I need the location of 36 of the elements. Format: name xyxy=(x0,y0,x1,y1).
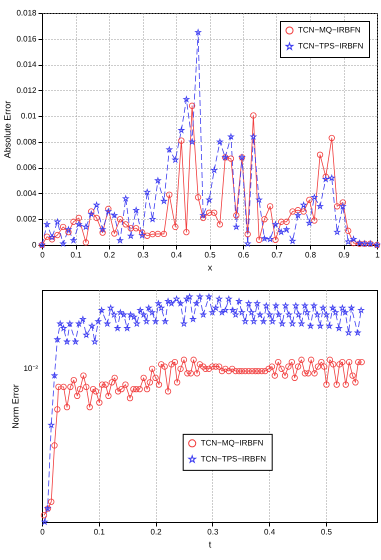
legend-label: TCN−MQ−IRBFN xyxy=(298,26,361,34)
y-tick-label: 0.006 xyxy=(16,163,38,172)
y-axis-title: Absolute Error xyxy=(2,100,12,158)
text: 10⁻² xyxy=(23,364,38,373)
x-tick-label: 0.5 xyxy=(320,528,333,536)
x-tick-label: 0.7 xyxy=(271,250,284,260)
x-tick-label: 0.8 xyxy=(304,250,317,260)
x-tick-label: 0.4 xyxy=(170,250,183,260)
legend-label: TCN−MQ−IRBFN xyxy=(200,438,264,448)
x-tick-label: 0.3 xyxy=(137,250,150,260)
x-tick-label: 0.2 xyxy=(150,528,162,536)
y-tick-label: 0.014 xyxy=(16,60,38,70)
x-tick-label: 0.2 xyxy=(104,250,116,260)
x-axis-title: t xyxy=(208,540,212,550)
y-tick-label: 0.012 xyxy=(16,86,38,95)
y-tick-label: 0.002 xyxy=(16,214,38,224)
x-tick-label: 0.6 xyxy=(238,250,250,260)
legend-label: TCN−TPS−IRBFN xyxy=(200,454,266,464)
legend-label: TCN−TPS−IRBFN xyxy=(298,42,364,50)
y-tick-label: 0 xyxy=(32,240,38,250)
x-tick-label: 0.9 xyxy=(338,250,350,260)
y-tick-label: 0.004 xyxy=(16,188,38,198)
x-tick-label: 1 xyxy=(375,250,380,260)
x-axis-title: x xyxy=(208,262,213,272)
y-tick-label: 0.01 xyxy=(20,112,38,121)
x-tick-label: 0.5 xyxy=(204,250,216,260)
x-tick-label: 0 xyxy=(40,528,46,536)
x-tick-label: 0.4 xyxy=(264,528,276,536)
y-tick-label: 0.016 xyxy=(16,34,38,44)
x-tick-label: 0.3 xyxy=(207,528,219,536)
x-tick-label: 0.1 xyxy=(94,528,106,536)
y-axis-title: Norm Error xyxy=(10,384,20,429)
x-tick-label: 0.1 xyxy=(70,250,82,260)
x-tick-label: 0 xyxy=(40,250,46,260)
y-tick-label: 0.018 xyxy=(16,8,38,18)
y-tick-label: 0.008 xyxy=(16,137,38,146)
